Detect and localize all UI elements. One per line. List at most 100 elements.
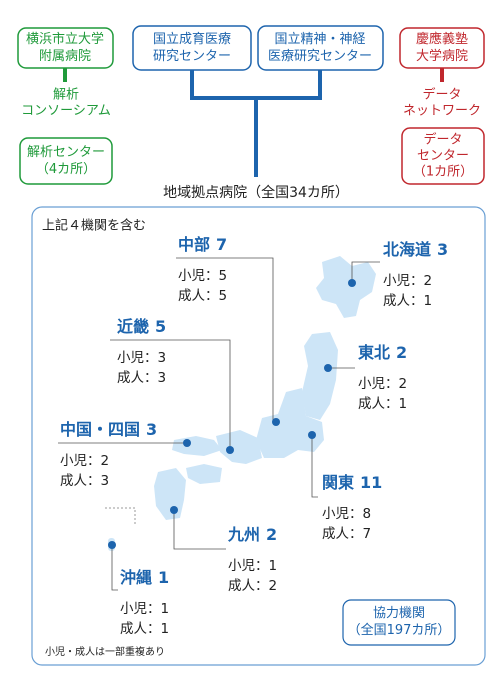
leader-line bbox=[111, 545, 118, 591]
child-count: 2 bbox=[424, 273, 433, 289]
institution-name: 横浜市立大学 bbox=[26, 31, 104, 47]
region-child: 小児：1 bbox=[228, 558, 277, 574]
region-title: 沖縄 1 bbox=[120, 568, 169, 587]
region-name: 沖縄 bbox=[120, 568, 152, 587]
region-title: 九州 2 bbox=[227, 525, 277, 544]
child-label: 小児： bbox=[383, 273, 424, 289]
inset-border bbox=[105, 507, 136, 525]
region-adult: 成人：3 bbox=[60, 473, 109, 489]
adult-count: 2 bbox=[269, 578, 278, 594]
region-name: 東北 bbox=[358, 343, 390, 362]
region-child: 小児：3 bbox=[117, 350, 166, 366]
cooperating-label: 協力機関 bbox=[373, 606, 425, 621]
region-adult: 成人：1 bbox=[358, 396, 407, 412]
data-center: （1カ所） bbox=[413, 165, 473, 180]
hospital-dot bbox=[226, 446, 234, 454]
analysis-center: （4カ所） bbox=[36, 162, 96, 177]
leader-line bbox=[311, 435, 318, 498]
analysis-center: 解析センター bbox=[27, 145, 105, 160]
region-title: 東北 2 bbox=[358, 343, 407, 362]
adult-count: 7 bbox=[363, 526, 372, 542]
institution-name: 医療研究センター bbox=[268, 49, 372, 64]
region-adult: 成人：1 bbox=[120, 621, 169, 637]
hospital-dot bbox=[308, 431, 316, 439]
child-label: 小児： bbox=[178, 268, 219, 284]
region-child: 小児：5 bbox=[178, 268, 227, 284]
region-name: 九州 bbox=[227, 525, 260, 544]
cooperating-box bbox=[342, 599, 456, 646]
adult-count: 1 bbox=[424, 293, 433, 309]
child-count: 2 bbox=[399, 376, 408, 392]
regional-hospitals: 地域拠点病院（全国34カ所） bbox=[163, 184, 349, 201]
adult-label: 成人： bbox=[228, 578, 269, 594]
child-count: 8 bbox=[363, 506, 372, 522]
adult-count: 3 bbox=[101, 473, 110, 489]
region-name: 中国・四国 bbox=[60, 420, 140, 439]
child-label: 小児： bbox=[322, 506, 363, 522]
region-name: 北海道 bbox=[383, 240, 431, 259]
hospital-dot bbox=[324, 364, 332, 372]
leader-line bbox=[173, 510, 226, 550]
region-name: 関東 bbox=[322, 473, 354, 492]
institution-name: 大学病院 bbox=[416, 48, 468, 64]
network-label: データ bbox=[422, 87, 461, 103]
hospital-dot bbox=[170, 506, 178, 514]
institution-name: 国立成育医療 bbox=[153, 31, 231, 47]
adult-count: 3 bbox=[158, 370, 167, 386]
child-label: 小児： bbox=[358, 376, 399, 392]
japan-map bbox=[108, 256, 376, 551]
adult-label: 成人： bbox=[117, 370, 158, 386]
adult-count: 5 bbox=[219, 288, 228, 304]
region-count: 1 bbox=[158, 568, 169, 587]
region-title: 近畿 5 bbox=[117, 317, 166, 336]
region-adult: 成人：5 bbox=[178, 288, 227, 304]
child-count: 1 bbox=[161, 601, 170, 617]
region-child: 小児：1 bbox=[120, 601, 169, 617]
region-title: 関東 11 bbox=[322, 473, 382, 492]
data-center-box bbox=[401, 127, 485, 185]
region-count: 7 bbox=[216, 235, 227, 254]
hospital-dot bbox=[272, 418, 280, 426]
leader-line bbox=[176, 257, 274, 420]
institution-name: 研究センター bbox=[153, 49, 231, 64]
map-note: 上記４機関を含む bbox=[42, 218, 146, 234]
adult-label: 成人： bbox=[120, 621, 161, 637]
region-child: 小児：2 bbox=[358, 376, 407, 392]
region-adult: 成人：3 bbox=[117, 370, 166, 386]
region-title: 中部 7 bbox=[178, 235, 227, 254]
region-adult: 成人：7 bbox=[322, 526, 371, 542]
child-count: 2 bbox=[101, 453, 110, 469]
institution-name: 附属病院 bbox=[39, 49, 91, 64]
adult-label: 成人： bbox=[322, 526, 363, 542]
adult-label: 成人： bbox=[60, 473, 101, 489]
footnote: 小児・成人は一部重複あり bbox=[45, 645, 165, 658]
consortium-label: 解析 bbox=[53, 88, 79, 103]
leader-line bbox=[351, 261, 380, 283]
analysis-center-box bbox=[19, 137, 113, 185]
region-count: 5 bbox=[155, 317, 166, 336]
region-name: 近畿 bbox=[117, 317, 149, 336]
network-label: ネットワーク bbox=[403, 104, 481, 119]
region-title: 北海道 3 bbox=[383, 240, 448, 259]
data-center: データ bbox=[423, 132, 462, 148]
region-count: 2 bbox=[266, 525, 277, 544]
region-count: 2 bbox=[396, 343, 407, 362]
hospital-dot bbox=[183, 439, 191, 447]
adult-label: 成人： bbox=[178, 288, 219, 304]
region-count: 11 bbox=[360, 473, 382, 492]
child-count: 3 bbox=[158, 350, 167, 366]
region-adult: 成人：2 bbox=[228, 578, 277, 594]
connector bbox=[190, 70, 322, 177]
adult-label: 成人： bbox=[383, 293, 424, 309]
institution-name: 慶應義塾 bbox=[416, 31, 468, 47]
child-count: 1 bbox=[269, 558, 278, 574]
adult-count: 1 bbox=[161, 621, 170, 637]
hospital-dot bbox=[108, 541, 116, 549]
region-count: 3 bbox=[146, 420, 157, 439]
data-center: センター bbox=[417, 149, 469, 164]
hospital-dot bbox=[348, 279, 356, 287]
region-count: 3 bbox=[437, 240, 448, 259]
region-child: 小児：2 bbox=[383, 273, 432, 289]
adult-label: 成人： bbox=[358, 396, 399, 412]
